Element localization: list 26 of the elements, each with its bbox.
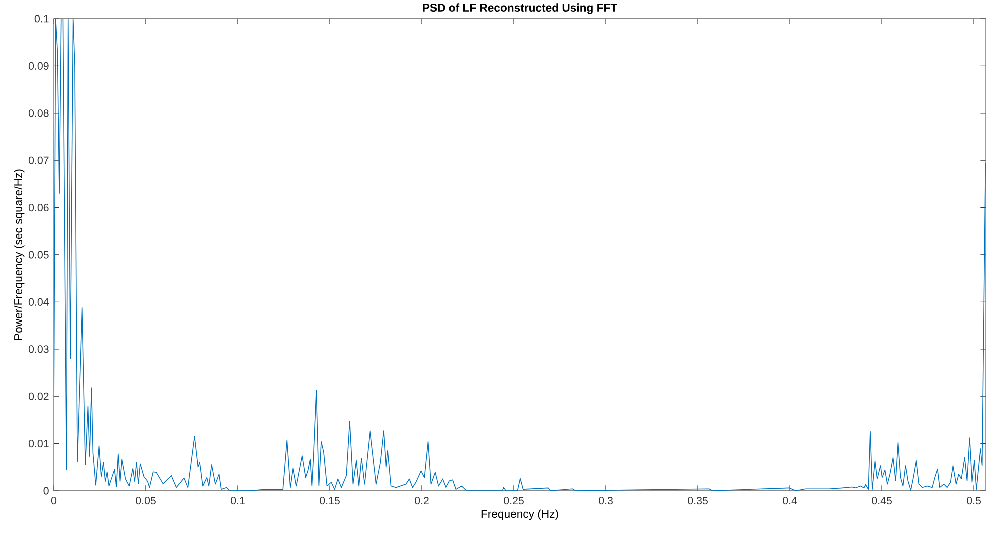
x-tick-label: 0.1 [231,497,245,505]
y-tick-label: 0.01 [28,440,49,448]
y-tick-label: 0.07 [28,156,49,164]
y-tick-label: 0.1 [34,15,49,23]
y-tick-label: 0.03 [28,346,49,354]
x-tick-label: 0 [51,497,57,505]
line-series [54,19,986,491]
x-tick-label: 0.4 [783,497,798,505]
x-tick-label: 0.35 [688,497,708,505]
y-axis-title: Power/Frequency (sec square/Hz) [14,170,25,340]
y-tick-label: 0.04 [28,298,49,306]
y-tick-label: 0.09 [28,62,49,70]
chart-title: PSD of LF Reconstructed Using FFT [423,4,618,14]
y-tick-label: 0.08 [28,110,49,118]
x-tick-label: 0.05 [136,497,156,505]
y-tick-label: 0.05 [28,251,49,259]
x-tick-label: 0.45 [872,497,892,505]
x-tick-label: 0.5 [967,497,982,505]
x-tick-label: 0.2 [415,497,429,505]
y-tick-label: 0.02 [28,392,49,400]
y-tick-label: 0.06 [28,204,49,212]
y-tick-label: 0 [44,487,49,495]
x-tick-label: 0.3 [599,497,613,505]
x-axis-title: Frequency (Hz) [482,510,558,520]
x-tick-label: 0.15 [320,497,340,505]
x-tick-label: 0.25 [504,497,524,505]
